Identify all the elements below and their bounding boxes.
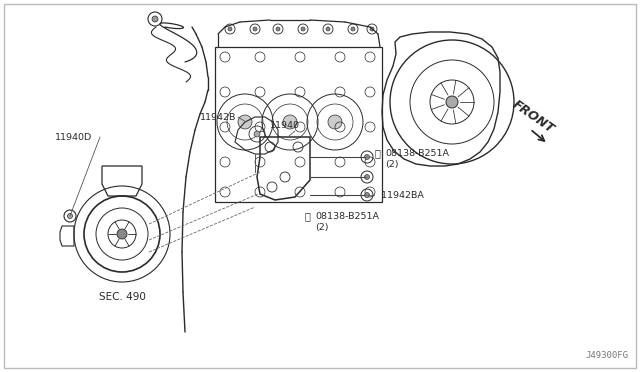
Text: 11942BA: 11942BA bbox=[375, 190, 424, 199]
Text: (2): (2) bbox=[385, 160, 399, 169]
Text: 11942B: 11942B bbox=[200, 112, 236, 122]
Text: J49300FG: J49300FG bbox=[585, 351, 628, 360]
Text: Ⓑ: Ⓑ bbox=[305, 211, 311, 221]
Text: 08138-B251A: 08138-B251A bbox=[315, 212, 379, 221]
Circle shape bbox=[326, 27, 330, 31]
Circle shape bbox=[253, 27, 257, 31]
Circle shape bbox=[276, 27, 280, 31]
Text: (2): (2) bbox=[315, 222, 328, 231]
Circle shape bbox=[67, 214, 72, 218]
Circle shape bbox=[365, 154, 369, 160]
Circle shape bbox=[351, 27, 355, 31]
Text: FRONT: FRONT bbox=[510, 98, 557, 136]
Text: Ⓑ: Ⓑ bbox=[375, 148, 381, 158]
Circle shape bbox=[301, 27, 305, 31]
Circle shape bbox=[446, 96, 458, 108]
Text: SEC. 490: SEC. 490 bbox=[99, 292, 145, 302]
Circle shape bbox=[228, 27, 232, 31]
Text: 08138-B251A: 08138-B251A bbox=[385, 148, 449, 157]
Circle shape bbox=[365, 174, 369, 180]
Circle shape bbox=[238, 115, 252, 129]
Text: 11940D: 11940D bbox=[55, 132, 92, 141]
Circle shape bbox=[370, 27, 374, 31]
Circle shape bbox=[152, 16, 158, 22]
Circle shape bbox=[117, 229, 127, 239]
Circle shape bbox=[365, 192, 369, 198]
Circle shape bbox=[328, 115, 342, 129]
Circle shape bbox=[254, 131, 260, 137]
Circle shape bbox=[283, 115, 297, 129]
Text: 11940: 11940 bbox=[270, 121, 300, 130]
